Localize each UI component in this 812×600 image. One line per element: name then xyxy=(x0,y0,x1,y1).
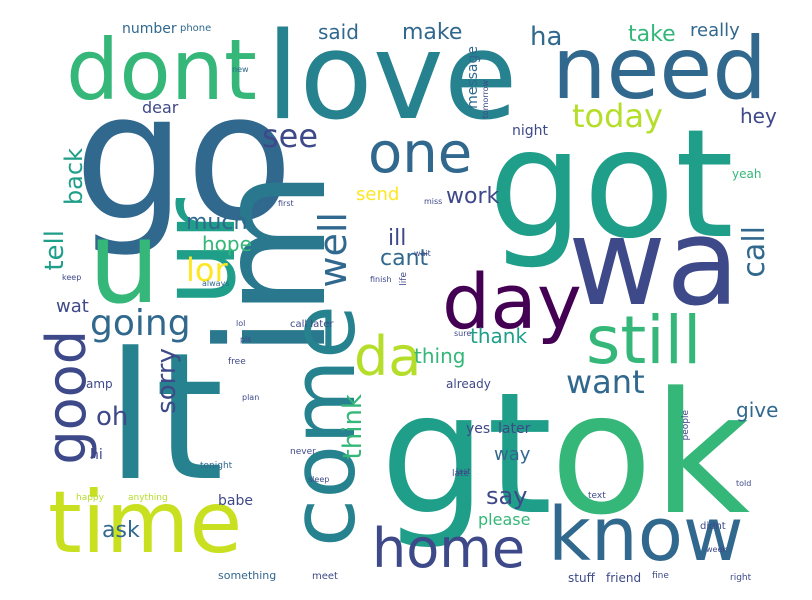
word-later: later xyxy=(498,421,531,437)
word-finish: finish xyxy=(370,275,392,284)
word-sorry: sorry xyxy=(152,348,182,414)
word-think: think xyxy=(338,394,368,460)
word-really: really xyxy=(690,20,740,41)
word-told: told xyxy=(736,479,752,488)
word-ask: ask xyxy=(102,518,140,543)
word-keep: keep xyxy=(62,273,82,282)
word-day: day xyxy=(442,257,582,346)
word-pls: pls xyxy=(240,335,252,344)
word-lt: lt xyxy=(106,315,224,520)
word-want: want xyxy=(566,363,645,401)
word-da: da xyxy=(354,325,422,388)
word-today: today xyxy=(572,97,663,135)
word-amp: amp xyxy=(86,377,113,391)
word-hey: hey xyxy=(740,104,777,128)
word-happy: happy xyxy=(76,493,104,503)
word-night: night xyxy=(512,123,549,139)
word-still: still xyxy=(586,302,702,379)
word-back: back xyxy=(60,148,88,206)
word-people: people xyxy=(681,410,691,441)
word-know: know xyxy=(548,492,744,578)
word-tell: tell xyxy=(40,230,70,271)
word-fine: fine xyxy=(652,571,669,581)
word-see: see xyxy=(262,117,319,155)
word-need: need xyxy=(552,19,767,119)
word-friend: friend xyxy=(606,571,642,585)
word-text: text xyxy=(588,491,606,501)
word-never: never xyxy=(290,447,316,457)
word-said: said xyxy=(318,20,359,44)
word-sleep: sleep xyxy=(308,475,330,484)
word-yes: yes xyxy=(466,421,491,437)
word-meet: meet xyxy=(312,571,338,582)
word-tonight: tonight xyxy=(200,461,233,471)
word-phone: phone xyxy=(180,23,212,34)
word-right: right xyxy=(730,573,752,583)
word-love: love xyxy=(266,8,518,147)
word-gt: gt xyxy=(380,356,553,552)
word-last: last xyxy=(456,467,471,476)
word-got: got xyxy=(488,98,734,272)
word-wat: wat xyxy=(56,296,89,317)
word-message: message xyxy=(465,46,481,109)
word-home: home xyxy=(372,517,526,580)
word-dear: dear xyxy=(142,98,179,117)
word-late: late xyxy=(452,469,470,479)
word-week: week xyxy=(706,545,728,554)
word-hi: hi xyxy=(90,447,103,463)
word-already: already xyxy=(446,377,491,391)
word-take: take xyxy=(628,22,676,47)
word-thank: thank xyxy=(470,324,528,348)
word-something: something xyxy=(218,569,277,582)
word-good: good xyxy=(35,330,98,465)
word-first: first xyxy=(278,199,294,208)
word-wait: wait xyxy=(414,249,431,258)
word-hope: hope xyxy=(202,232,252,256)
word-make: make xyxy=(402,20,463,45)
word-send: send xyxy=(356,184,400,205)
word-sure: sure xyxy=(454,329,472,338)
word-call: call xyxy=(737,226,772,278)
word-lor: lor xyxy=(186,251,228,289)
word-lol: lol xyxy=(236,319,246,328)
word-stuff: stuff xyxy=(568,571,595,585)
word-go: go xyxy=(74,55,294,260)
word-going: going xyxy=(90,303,191,344)
word-free: free xyxy=(228,357,246,367)
word-ha: ha xyxy=(530,22,563,52)
word-please: please xyxy=(478,510,531,529)
word-well: well xyxy=(311,212,355,288)
word-cant: cant xyxy=(380,246,429,271)
word-oh: oh xyxy=(96,402,129,432)
word-didnt: didnt xyxy=(700,521,726,532)
word-u: u xyxy=(88,196,161,329)
word-ill: ill xyxy=(388,226,407,251)
word-plan: plan xyxy=(242,393,260,402)
word-life: life xyxy=(399,272,409,286)
word-ok: ok xyxy=(550,356,751,552)
word-wa: wa xyxy=(568,194,740,333)
word-number: number xyxy=(122,21,177,37)
word-give: give xyxy=(736,398,779,422)
word-dont: dont xyxy=(66,21,257,119)
word-always: always xyxy=(202,279,230,288)
word-tomorrow: tomorrow xyxy=(481,80,490,119)
word-yeah: yeah xyxy=(732,167,762,181)
word-way: way xyxy=(494,444,531,465)
word-say: say xyxy=(486,482,528,510)
word-miss: miss xyxy=(424,197,443,206)
word-time: time xyxy=(48,473,243,573)
word-call-later: call later xyxy=(290,319,334,330)
word-new: new xyxy=(232,65,249,74)
word-one: one xyxy=(368,121,473,186)
word-work: work xyxy=(446,184,500,209)
word-thing: thing xyxy=(414,344,466,368)
word-anything: anything xyxy=(128,493,168,503)
word-much: much xyxy=(186,210,248,235)
word-babe: babe xyxy=(218,493,253,509)
